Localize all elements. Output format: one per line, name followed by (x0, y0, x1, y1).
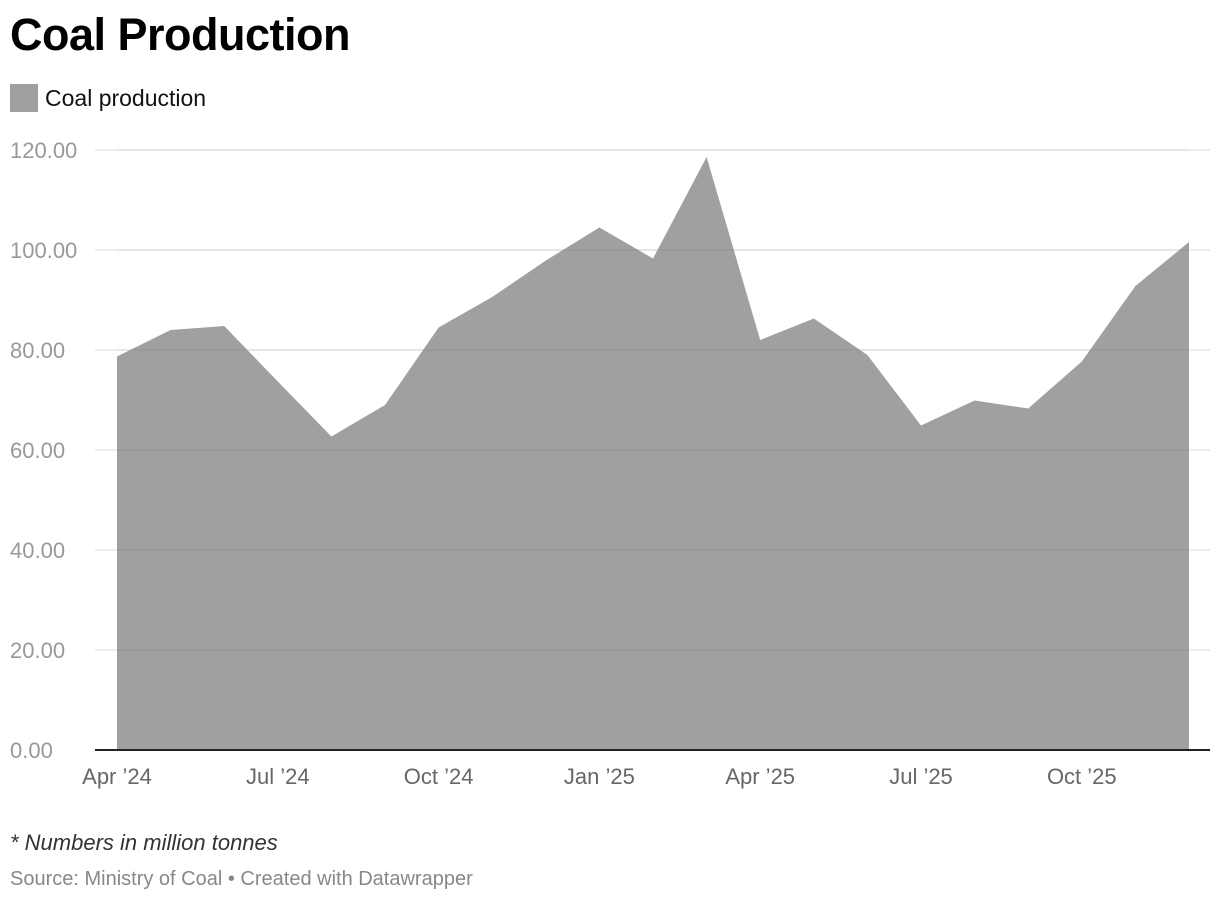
y-tick-label: 80.00 (10, 338, 65, 363)
area-fill (117, 157, 1189, 750)
x-tick-label: Jul ’24 (246, 764, 310, 789)
y-tick-label: 120.00 (10, 138, 77, 163)
y-tick-label: 60.00 (10, 438, 65, 463)
legend: Coal production (10, 84, 206, 112)
x-tick-label: Jul ’25 (889, 764, 953, 789)
y-tick-label: 100.00 (10, 238, 77, 263)
y-tick-label: 40.00 (10, 538, 65, 563)
x-tick-label: Jan ’25 (564, 764, 635, 789)
axes: 0.00 20.00 40.00 60.00 80.00 100.00 120.00 Apr … (10, 138, 1210, 789)
chart-title: Coal Production (10, 9, 351, 60)
area-series (117, 149, 1189, 750)
legend-label: Coal production (45, 84, 207, 111)
y-tick-label: 0.00 (10, 738, 53, 763)
x-tick-label: Apr ’24 (82, 764, 152, 789)
legend-swatch (10, 84, 38, 112)
x-tick-label: Apr ’25 (725, 764, 795, 789)
y-tick-label: 20.00 (10, 638, 65, 663)
footnote: * Numbers in million tonnes (10, 830, 278, 855)
x-tick-label: Oct ’24 (404, 764, 474, 789)
x-tick-label: Oct ’25 (1047, 764, 1117, 789)
source-credit: Source: Ministry of Coal • Created with … (10, 868, 473, 890)
